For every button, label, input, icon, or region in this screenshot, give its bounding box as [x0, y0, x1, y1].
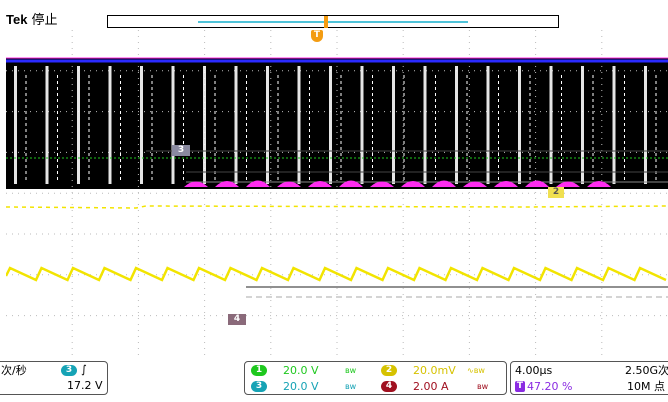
brand-logo: Tek: [6, 12, 28, 27]
ch3-ground-marker[interactable]: 3: [172, 145, 190, 156]
ch3-scale: 20.0 V: [283, 380, 319, 393]
record-length: 10M 点: [627, 380, 665, 393]
ch3-trace: [146, 150, 668, 183]
trigger-position-cursor[interactable]: [324, 16, 328, 28]
ch2-ground-marker[interactable]: 2: [548, 187, 564, 198]
time-per-div: 4.00μs: [515, 364, 553, 377]
trigger-readout[interactable]: 次/秒 3 ∫ 17.2 V: [0, 361, 108, 395]
ch1-trace-band: [6, 58, 668, 189]
vertical-readout[interactable]: 1 20.0 V ʙ𝗐 2 20.0mV ∿ʙ𝗐 3 20.0 V ʙ𝗐 4 2…: [244, 361, 507, 395]
sample-rate: 2.50G次: [625, 364, 668, 377]
ch1-scale: 20.0 V: [283, 364, 319, 377]
acquisition-status: 停止: [31, 13, 58, 28]
trigger-source-badge: 3: [61, 365, 77, 376]
ch2-trace: [6, 205, 668, 298]
ch4-scale: 2.00 A: [413, 380, 449, 393]
trigger-rate-label: 次/秒: [1, 364, 27, 377]
horizontal-readout[interactable]: 4.00μs 2.50G次 T 47.20 % 10M 点: [510, 361, 668, 395]
record-window-bar: [198, 21, 468, 23]
waveform-svg: [6, 30, 668, 357]
bandwidth-limit-icon: ʙ𝗐: [477, 382, 489, 391]
record-overview[interactable]: [107, 15, 559, 28]
ch3-badge[interactable]: 3: [251, 381, 267, 392]
ch4-ground-marker[interactable]: 4: [228, 314, 246, 325]
trigger-position-icon: T: [515, 381, 525, 392]
trigger-slope-icon: ∫: [81, 363, 87, 376]
ch2-badge[interactable]: 2: [381, 365, 397, 376]
readout-bar: 次/秒 3 ∫ 17.2 V 1 20.0 V ʙ𝗐 2 20.0mV ∿ʙ𝗐 …: [0, 357, 668, 402]
waveform-display[interactable]: T 3 2 4: [6, 30, 668, 357]
trigger-position: 47.20 %: [527, 380, 573, 393]
bandwidth-limit-icon: ʙ𝗐: [345, 382, 357, 391]
trigger-level: 17.2 V: [67, 379, 103, 392]
graticule-grid: [6, 30, 668, 357]
ch1-badge[interactable]: 1: [251, 365, 267, 376]
status-bar: Tek 停止: [0, 0, 668, 30]
ch4-trace: [184, 180, 611, 187]
bandwidth-limit-icon: ʙ𝗐: [345, 366, 357, 375]
trigger-marker[interactable]: T: [311, 30, 323, 42]
ch1-trace: [6, 57, 668, 184]
ch4-badge[interactable]: 4: [381, 381, 397, 392]
ch2-scale: 20.0mV: [413, 364, 456, 377]
ac-coupling-icon: ∿ʙ𝗐: [467, 366, 485, 375]
brand-status: Tek 停止: [6, 13, 57, 28]
